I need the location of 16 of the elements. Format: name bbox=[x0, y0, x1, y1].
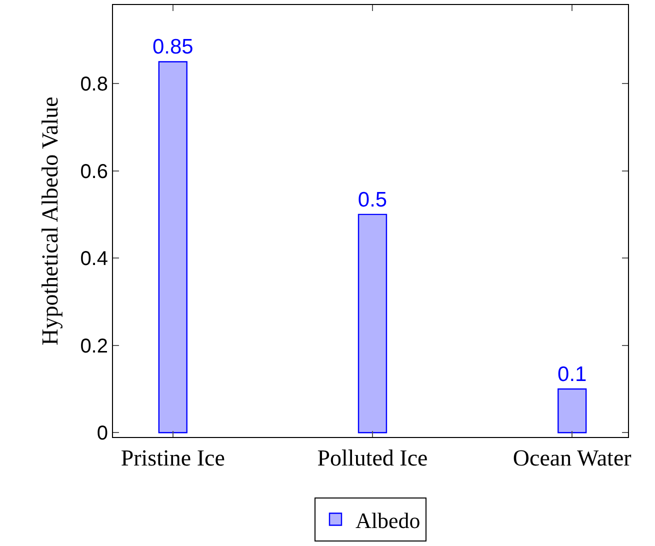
x-tick-label: Pristine Ice bbox=[120, 446, 225, 471]
bar bbox=[558, 388, 587, 434]
y-tick-label: 0.6 bbox=[80, 160, 108, 183]
y-tick-label: 0 bbox=[96, 422, 108, 445]
bar bbox=[158, 61, 188, 434]
x-tick-label: Ocean Water bbox=[512, 446, 632, 471]
bar bbox=[358, 214, 388, 434]
data-label: 0.1 bbox=[558, 363, 587, 386]
y-tick-label: 0.4 bbox=[80, 248, 108, 270]
x-tick-label: Polluted Ice bbox=[317, 446, 428, 471]
data-label: 0.5 bbox=[358, 188, 388, 212]
y-tick-label: 0.8 bbox=[80, 74, 108, 96]
data-label: 0.85 bbox=[152, 36, 194, 59]
y-axis-title: Hypothetical Albedo Value bbox=[38, 96, 63, 346]
y-tick-label: 0.2 bbox=[80, 335, 108, 358]
legend-label: Albedo bbox=[356, 508, 420, 533]
